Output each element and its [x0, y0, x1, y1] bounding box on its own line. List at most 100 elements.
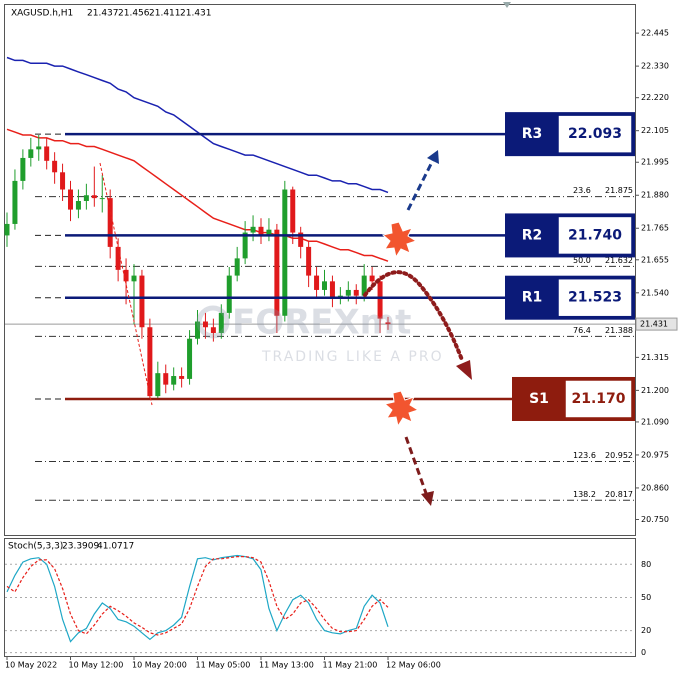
y-tick-label: 21.995	[641, 158, 669, 167]
header-low: 21.411	[149, 9, 181, 19]
stoch-frame	[4, 538, 636, 657]
header-high: 21.456	[118, 9, 150, 19]
x-tick-label: 10 May 2022	[5, 661, 57, 670]
candle-body	[20, 157, 26, 181]
level-value-box	[557, 215, 633, 256]
candle-body	[314, 275, 320, 290]
candle-body	[274, 229, 280, 316]
fib-level-label: 138.2	[573, 490, 596, 499]
y-tick-label: 21.655	[641, 255, 669, 264]
watermark-logo	[196, 305, 230, 339]
fib-value-label: 21.632	[605, 256, 633, 265]
candle-body	[361, 275, 367, 296]
level-name: R1	[522, 290, 543, 306]
stoch-title: Stoch(5,3,3)	[8, 542, 63, 552]
candle-body	[36, 146, 42, 150]
candle-body	[115, 246, 121, 270]
candle-body	[329, 281, 335, 299]
y-tick-label: 21.765	[641, 224, 669, 233]
candle-body	[242, 232, 248, 259]
x-tick-label: 12 May 06:00	[386, 661, 441, 670]
level-value-box	[557, 277, 633, 318]
price-tag	[635, 317, 678, 331]
candle-body	[250, 226, 256, 233]
candle-body	[60, 172, 66, 190]
y-tick-label: 22.220	[641, 93, 669, 102]
level-value: 21.740	[568, 227, 622, 243]
candle-body	[139, 275, 145, 328]
candle-body	[353, 289, 359, 296]
fib-level-label: 123.6	[573, 451, 596, 460]
x-tick-label: 11 May 13:00	[259, 661, 314, 670]
candle-body	[147, 327, 153, 397]
symbol-title: XAGUSD.h,H1	[11, 9, 73, 19]
candle-body	[155, 373, 161, 397]
level-value-box	[557, 114, 633, 154]
x-tick-label: 11 May 05:00	[196, 661, 251, 670]
y-tick-label: 20.975	[641, 450, 669, 459]
y-tick-label: 21.880	[641, 191, 669, 200]
candle-body	[298, 232, 304, 247]
candle-body	[171, 376, 177, 385]
fib-value-label: 21.388	[605, 326, 633, 335]
candle-body	[234, 258, 240, 276]
fib-level-label: 50.0	[573, 256, 591, 265]
candle-body	[99, 198, 105, 200]
fib-level-label: 76.4	[573, 326, 591, 335]
level-name: R3	[522, 126, 543, 142]
level-value: 21.523	[568, 290, 622, 306]
stoch-y-tick-label: 50	[641, 593, 651, 602]
down-curve-arrow-head	[456, 360, 472, 380]
candle-body	[266, 229, 272, 236]
stoch-y-tick-label: 20	[641, 626, 651, 635]
burst	[383, 390, 420, 428]
moving-average	[6, 56, 389, 194]
down-arrow-head	[421, 491, 434, 506]
candle-body	[218, 312, 224, 333]
candle-body	[210, 327, 216, 333]
stoch-y-tick-label: 0	[641, 648, 646, 657]
fib-value-label: 21.875	[605, 186, 633, 195]
y-tick-label: 22.330	[641, 62, 669, 71]
y-tick-label: 21.540	[641, 288, 669, 297]
down-curve-arrow	[363, 270, 464, 362]
watermark-tagline: TRADING LIKE A PRO	[261, 349, 444, 365]
candle-body	[131, 275, 137, 282]
stoch-y-tick-label: 80	[641, 560, 651, 569]
fib-value-label: 20.817	[605, 490, 633, 499]
price-tag-label: 21.431	[640, 320, 668, 329]
level-name: R2	[522, 227, 543, 243]
fib-value-label: 20.952	[605, 451, 633, 460]
up-arrow-head	[427, 150, 439, 164]
candle-body	[377, 281, 383, 319]
watermark: FOREXmt TRADING LIKE A PRO	[196, 303, 444, 365]
candle-body	[345, 289, 351, 296]
header-close: 21.431	[180, 9, 212, 19]
y-tick-label: 21.090	[641, 417, 669, 426]
y-tick-label: 22.105	[641, 126, 669, 135]
level-value: 21.170	[571, 391, 625, 407]
candle-body	[4, 223, 10, 236]
level-value: 22.093	[568, 126, 622, 142]
candle-body	[322, 281, 327, 290]
stoch-line	[6, 556, 389, 636]
candle-body	[107, 198, 113, 247]
candle-body	[187, 338, 193, 379]
candle-body	[28, 149, 34, 158]
header-open: 21.437	[87, 9, 119, 19]
candle-body	[282, 189, 288, 316]
candle-body	[226, 275, 232, 313]
watermark-brand: FOREXmt	[232, 303, 411, 343]
candle-body	[123, 269, 129, 282]
candle-body	[68, 189, 73, 210]
burst	[381, 221, 418, 259]
scroll-marker	[503, 2, 511, 8]
candle-body	[258, 226, 264, 236]
candle-body	[290, 189, 296, 233]
candle-body	[163, 373, 169, 385]
main-frame	[4, 4, 636, 536]
y-tick-label: 20.750	[641, 515, 669, 524]
level-name: S1	[529, 391, 549, 407]
candle-body	[44, 146, 50, 161]
stoch-main-value: 23.3909	[62, 542, 99, 552]
